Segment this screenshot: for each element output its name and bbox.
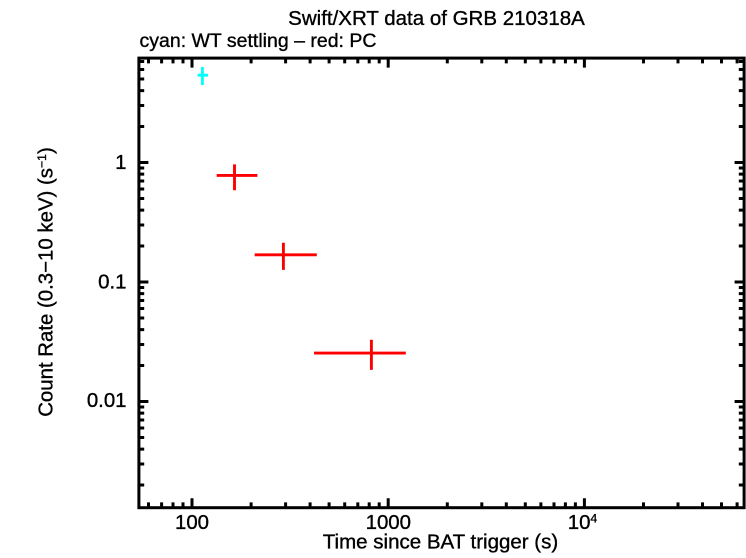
svg-text:Count Rate (0.3−10 keV) (s−1): Count Rate (0.3−10 keV) (s−1) [35, 147, 58, 417]
svg-text:1: 1 [115, 152, 126, 174]
svg-text:104: 104 [568, 511, 598, 534]
svg-text:1000: 1000 [366, 512, 411, 534]
svg-text:100: 100 [175, 512, 209, 534]
svg-text:Time since BAT trigger (s): Time since BAT trigger (s) [323, 530, 558, 553]
svg-text:0.01: 0.01 [87, 390, 127, 412]
svg-text:0.1: 0.1 [98, 271, 126, 293]
svg-text:Swift/XRT data of GRB 210318A: Swift/XRT data of GRB 210318A [288, 7, 585, 30]
svg-text:cyan: WT settling – red: PC: cyan: WT settling – red: PC [140, 30, 377, 52]
